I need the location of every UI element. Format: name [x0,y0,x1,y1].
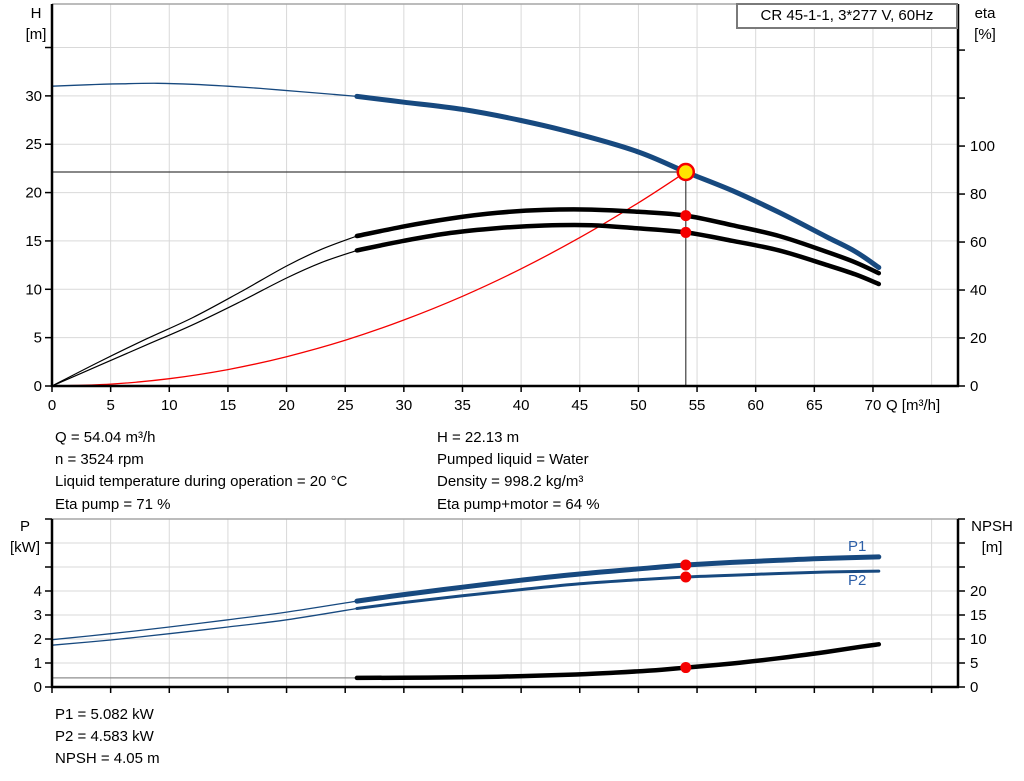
duty-point [676,162,696,182]
p1-curve-thin [51,600,358,641]
duty-info-left: Q = 54.04 m³/h n = 3524 rpm Liquid tempe… [55,427,347,516]
info-eta-pump: Eta pump = 71 % [55,495,171,513]
duty-info-power: P1 = 5.082 kW P2 = 4.583 kW NPSH = 4.05 … [55,704,160,771]
qh-curve-thin [51,82,358,98]
x-tick-label: 55 [689,397,706,414]
x-tick-label: 10 [161,397,178,414]
x-tick-label: 50 [630,397,647,414]
eta-pump-duty-dot [680,210,692,222]
left-tick-label: 2 [34,631,42,648]
left-tick-label: 30 [25,88,42,105]
pump-title: CR 45-1-1, 3*277 V, 60Hz [760,7,934,24]
x-tick-label: 25 [337,397,354,414]
info-eta-pump-motor: Eta pump+motor = 64 % [437,495,600,513]
p2-curve-label: P2 [848,572,867,589]
pump-title-box: CR 45-1-1, 3*277 V, 60Hz [736,3,958,29]
eta-pump-motor-curve-thin [51,249,358,387]
left-tick-label: 3 [34,607,42,624]
info-density: Density = 998.2 kg/m³ [437,473,584,491]
eta-pump-curve-thin [51,235,358,387]
p2-duty-dot [680,571,692,583]
right-tick-label: 10 [970,631,987,648]
left-tick-label: 25 [25,136,42,153]
x-tick-label: 5 [106,397,114,414]
eta-pump-motor-curve [354,222,882,287]
left-tick-label: 5 [34,330,42,347]
power-npsh-chart: 0 1 2 3 4 0 5 10 15 20 [34,518,987,696]
p1-duty-dot [680,559,692,571]
left-tick-label: 0 [34,378,42,395]
system-curve [51,171,687,387]
right-tick-label: 0 [970,679,978,696]
right-tick-label: 0 [970,378,978,395]
x-tick-label: 40 [513,397,530,414]
eta-pump-motor-duty-dot [680,226,692,238]
info-flow: Q = 54.04 m³/h [55,429,156,446]
right-tick-label: 15 [970,607,987,624]
npsh-duty-dot [680,662,692,674]
x-tick-label: 30 [396,397,413,414]
left-tick-label: 20 [25,185,42,202]
left-tick-label: 1 [34,655,42,672]
right-tick-label: 60 [970,234,987,251]
p2-curve [355,569,881,610]
p-axis-label: P [kW] [10,518,40,556]
p1-curve-label: P1 [848,538,867,555]
duty-info-right: H = 22.13 m Pumped liquid = Water Densit… [437,427,600,516]
h-axis-label: H [m] [25,5,47,43]
left-tick-label: 15 [25,233,42,250]
x-tick-label: 70 [865,397,882,414]
x-axis-label: Q [m³/h] [886,397,940,414]
info-pumped-liquid: Pumped liquid = Water [437,451,589,469]
info-head: H = 22.13 m [437,429,520,446]
right-tick-label: 5 [970,655,978,672]
eta-axis-label: eta [%] [974,5,996,43]
x-tick-label: 45 [571,397,588,414]
info-p2: P2 = 4.583 kW [55,728,154,746]
left-tick-label: 4 [34,583,42,600]
right-tick-label: 20 [970,330,987,347]
x-tick-label: 15 [220,397,237,414]
right-tick-label: 80 [970,186,987,203]
info-speed: n = 3524 rpm [55,451,144,469]
npsh-axis-label: NPSH [m] [971,518,1013,556]
p1-curve [354,554,882,604]
right-tick-label: 20 [970,583,987,600]
left-tick-label: 0 [34,679,42,696]
qh-curve [354,93,882,270]
x-tick-label: 60 [747,397,764,414]
info-liquid-temp: Liquid temperature during operation = 20… [55,473,348,491]
info-npsh: NPSH = 4.05 m [55,750,160,768]
npsh-curve [354,642,882,681]
left-tick-label: 10 [25,281,42,298]
info-p1: P1 = 5.082 kW [55,706,154,723]
x-tick-label: 65 [806,397,823,414]
eta-pump-curve [354,207,882,276]
x-tick-label: 20 [278,397,295,414]
p2-curve-thin [51,607,358,646]
x-tick-label: 0 [48,397,56,414]
right-tick-label: 100 [970,138,995,155]
x-tick-label: 35 [454,397,471,414]
right-tick-label: 40 [970,282,987,299]
qh-eta-chart: 0 5 10 15 20 25 30 0 20 40 60 80 100 0 5 10 15 20 25 30 35 40… [25,3,995,414]
